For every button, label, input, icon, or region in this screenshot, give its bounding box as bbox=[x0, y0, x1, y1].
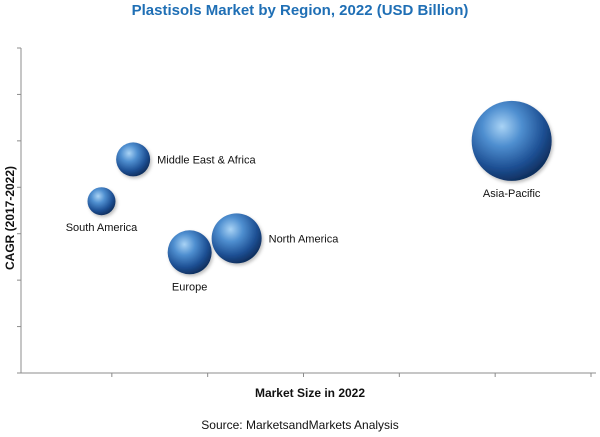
chart-title: Plastisols Market by Region, 2022 (USD B… bbox=[131, 2, 469, 19]
bubble-label: South America bbox=[66, 222, 138, 234]
bubble-asia-pacific bbox=[471, 100, 552, 181]
bubble-middle-east-africa bbox=[116, 142, 151, 177]
bubble-label: Asia-Pacific bbox=[483, 188, 541, 200]
bubble-label: Middle East & Africa bbox=[157, 154, 256, 166]
x-axis-title: Market Size in 2022 bbox=[255, 386, 365, 400]
bubble-north-america bbox=[211, 213, 262, 264]
bubble-label: North America bbox=[269, 233, 340, 245]
source-note: Source: MarketsandMarkets Analysis bbox=[201, 418, 399, 432]
bubble-europe bbox=[167, 230, 212, 275]
y-axis-title: CAGR (2017-2022) bbox=[3, 166, 17, 270]
bubble-label: Europe bbox=[172, 281, 207, 293]
bubble-south-america bbox=[87, 187, 116, 216]
